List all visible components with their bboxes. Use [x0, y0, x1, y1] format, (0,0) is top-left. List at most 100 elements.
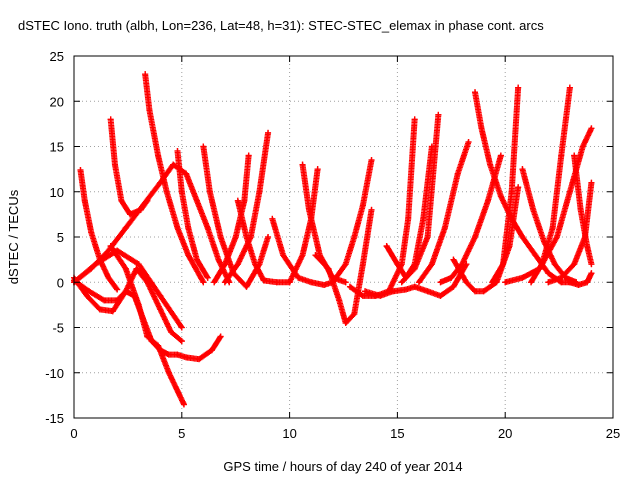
data-point [204, 224, 211, 231]
data-point [497, 193, 504, 200]
data-point [211, 279, 218, 286]
data-point [405, 215, 412, 222]
data-arc [107, 116, 151, 218]
data-point [538, 261, 545, 268]
data-arc [77, 167, 121, 293]
data-point [508, 188, 515, 195]
data-arc [269, 215, 336, 288]
data-point [114, 297, 121, 304]
data-point [441, 224, 448, 231]
data-point [435, 111, 442, 118]
y-tick-label: -10 [45, 366, 64, 381]
data-point [549, 224, 556, 231]
data-point [487, 161, 494, 168]
data-point [105, 274, 112, 281]
data-point [437, 279, 444, 286]
data-point [312, 252, 319, 259]
x-tick-label: 25 [606, 426, 620, 441]
data-point [232, 234, 239, 240]
data-point [584, 243, 591, 250]
data-point [437, 292, 444, 299]
data-arc [107, 243, 187, 408]
data-point [170, 161, 177, 168]
data-point [299, 161, 306, 168]
data-point [448, 274, 455, 281]
data-arc [528, 84, 573, 286]
data-point [362, 288, 369, 295]
data-point [411, 265, 418, 272]
data-point [157, 306, 164, 313]
x-axis-label: GPS time / hours of day 240 of year 2014 [223, 459, 462, 474]
data-point [196, 356, 203, 363]
data-arc [398, 111, 442, 286]
data-arc [437, 152, 504, 286]
data-point [286, 279, 293, 286]
data-point [472, 288, 479, 295]
data-point [502, 279, 509, 286]
data-point [133, 265, 140, 272]
data-point [553, 234, 560, 240]
data-point [336, 297, 343, 304]
data-point [551, 261, 558, 268]
x-tick-label: 5 [178, 426, 185, 441]
data-point [566, 188, 573, 195]
data-point [86, 288, 93, 295]
data-point [122, 288, 129, 295]
data-point [174, 387, 181, 394]
data-point [77, 167, 84, 174]
data-point [157, 292, 164, 299]
y-tick-label: 25 [50, 49, 64, 64]
axis-ticks: 0 5 10 15 20 25 -15 -10 -5 0 5 10 15 20 25 [45, 49, 620, 441]
y-axis-label: dSTEC / TECUs [6, 189, 21, 284]
data-point [329, 279, 336, 286]
data-point [299, 252, 306, 259]
data-point [185, 224, 192, 231]
data-point [204, 274, 211, 281]
data-point [165, 351, 172, 358]
data-point [144, 333, 151, 340]
data-point [519, 166, 526, 173]
data-point [579, 143, 586, 150]
y-tick-label: 20 [50, 94, 64, 109]
data-point [497, 152, 504, 159]
data-point [515, 184, 522, 191]
data-point [111, 161, 118, 168]
data-point [155, 342, 162, 349]
data-point [359, 292, 366, 299]
data-point [411, 116, 418, 123]
data-point [193, 197, 200, 204]
y-tick-label: 15 [50, 140, 64, 155]
data-point [377, 292, 384, 299]
data-point [295, 274, 302, 281]
data-point [428, 261, 435, 268]
data-point [394, 261, 401, 268]
data-point [314, 166, 321, 173]
data-point [368, 157, 375, 164]
data-point [588, 270, 595, 277]
data-point [472, 89, 479, 96]
data-point [575, 281, 582, 288]
data-point [88, 229, 95, 236]
data-point [174, 351, 181, 358]
data-point [178, 338, 185, 345]
data-point [321, 281, 328, 288]
data-point [480, 288, 487, 295]
data-arc [234, 197, 293, 286]
data-point [217, 234, 224, 240]
data-point [243, 234, 250, 240]
data-point [306, 206, 313, 213]
data-point [273, 279, 280, 286]
y-tick-label: 0 [57, 275, 64, 290]
data-point [571, 152, 578, 159]
data-point [359, 261, 366, 268]
data-point [234, 261, 241, 268]
data-point [118, 197, 125, 204]
data-point [506, 243, 513, 250]
data-point [390, 288, 397, 295]
data-point [403, 286, 410, 293]
chart-title: dSTEC Iono. truth (albh, Lon=236, Lat=48… [18, 18, 544, 33]
data-point [584, 279, 591, 286]
data-point [221, 261, 228, 268]
data-point [144, 197, 151, 204]
data-point [454, 170, 461, 177]
